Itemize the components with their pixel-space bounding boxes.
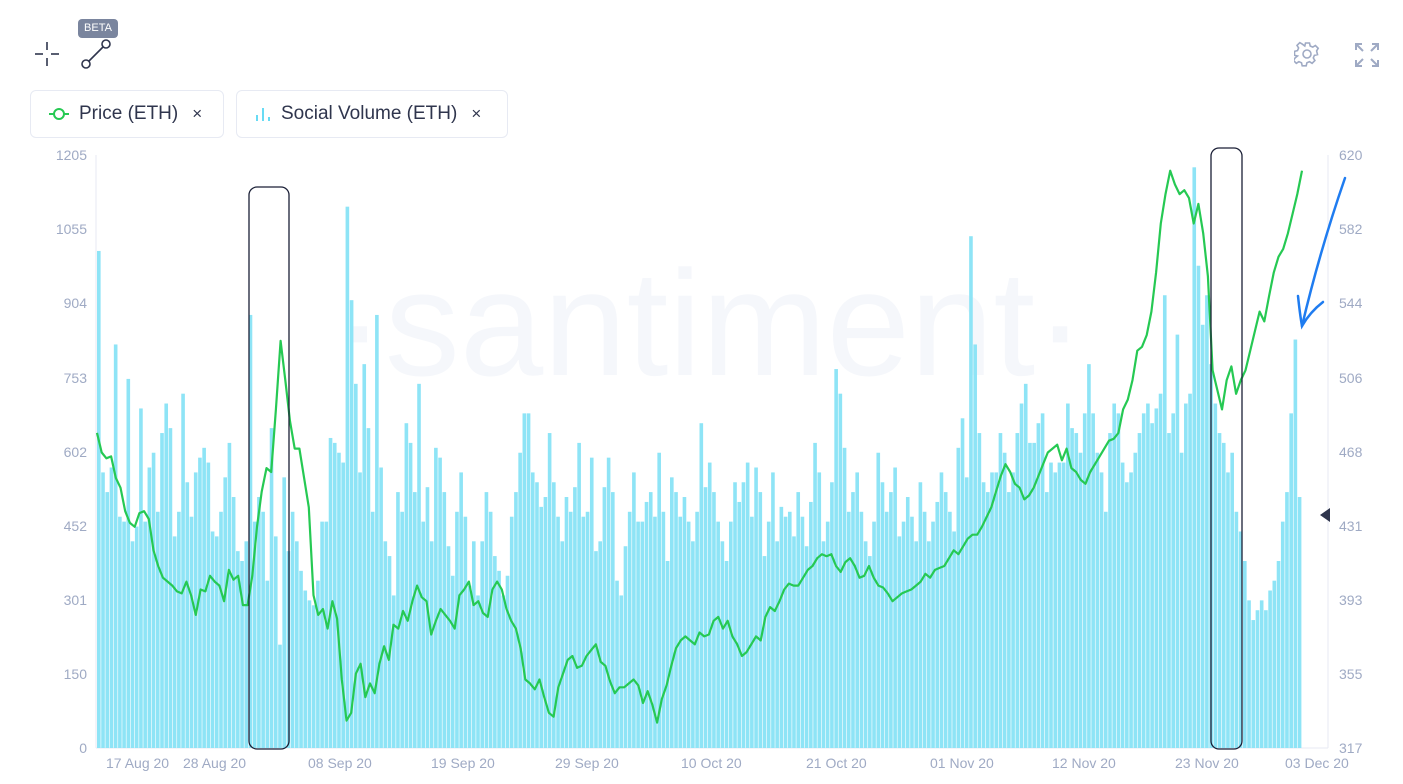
x-tick: 21 Oct 20	[806, 755, 867, 771]
gear-icon[interactable]	[1292, 41, 1320, 67]
x-tick: 08 Sep 20	[308, 755, 372, 771]
price-line-icon	[49, 108, 69, 120]
y-left-tick: 753	[63, 370, 87, 386]
legend-social-volume-label: Social Volume (ETH)	[281, 103, 458, 124]
highlight-box-late-nov	[1210, 147, 1243, 750]
x-tick: 12 Nov 20	[1052, 755, 1116, 771]
watermark: ·santiment·	[335, 239, 1085, 407]
current-value-marker	[1320, 508, 1330, 522]
x-tick: 01 Nov 20	[930, 755, 994, 771]
y-left-tick: 0	[79, 740, 87, 756]
y-right-tick: 431	[1339, 518, 1363, 534]
y-right-tick: 582	[1339, 221, 1363, 237]
x-tick: 03 Dec 20	[1285, 755, 1349, 771]
y-right-tick: 544	[1339, 295, 1363, 311]
remove-price-icon[interactable]: ×	[192, 104, 203, 123]
social-volume-bars	[97, 167, 1302, 749]
y-left-tick: 301	[63, 592, 87, 608]
x-tick: 23 Nov 20	[1175, 755, 1239, 771]
y-right-tick: 393	[1339, 592, 1363, 608]
x-tick: 29 Sep 20	[555, 755, 619, 771]
bar-chart-icon	[256, 108, 270, 121]
y-right-tick: 317	[1339, 740, 1363, 756]
y-left-tick: 1055	[55, 221, 87, 237]
x-tick: 17 Aug 20	[106, 755, 170, 771]
y-left-tick: 452	[63, 518, 87, 534]
x-tick: 19 Sep 20	[431, 755, 495, 771]
remove-social-volume-icon[interactable]: ×	[471, 104, 482, 123]
beta-badge: BETA	[78, 19, 118, 38]
legend-price-chip[interactable]: Price (ETH) ×	[30, 90, 224, 138]
line-drawing-icon[interactable]	[80, 38, 112, 70]
price-line	[95, 169, 1304, 724]
y-left-tick: 602	[63, 444, 87, 460]
y-right-tick: 506	[1339, 370, 1363, 386]
annotation-arrow-icon	[1296, 176, 1347, 330]
y-right-tick: 620	[1339, 147, 1363, 163]
legend-price-label: Price (ETH)	[79, 103, 179, 124]
expand-icon[interactable]	[1353, 41, 1381, 69]
crosshair-icon[interactable]	[33, 40, 61, 68]
legend-social-volume-chip[interactable]: Social Volume (ETH) ×	[236, 90, 508, 138]
highlight-box-early-sep	[248, 186, 290, 750]
x-tick: 28 Aug 20	[183, 755, 247, 771]
y-right-tick: 468	[1339, 444, 1363, 460]
y-left-tick: 1205	[55, 147, 87, 163]
y-left-tick: 904	[63, 295, 87, 311]
y-left-tick: 150	[63, 666, 87, 682]
x-tick: 10 Oct 20	[681, 755, 742, 771]
y-right-tick: 355	[1339, 666, 1363, 682]
